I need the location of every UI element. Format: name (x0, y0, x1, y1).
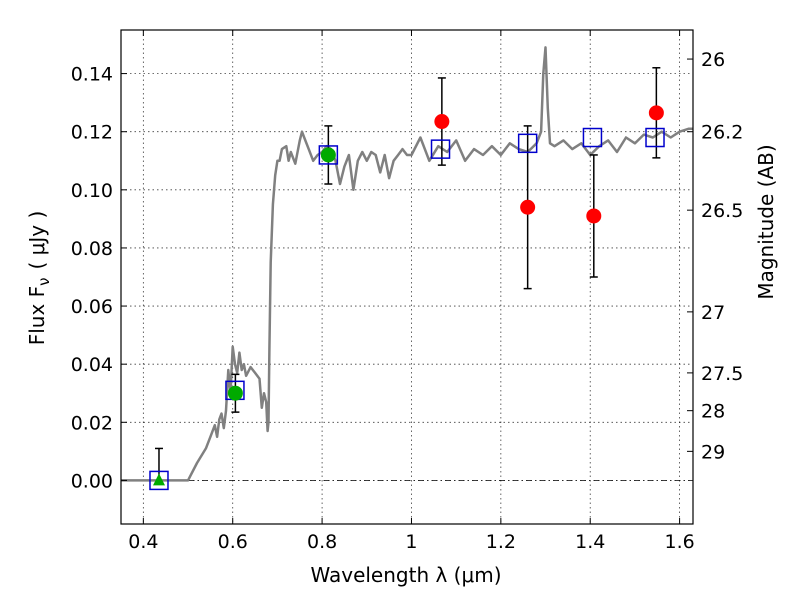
right-tick-label: 28 (701, 401, 725, 423)
y-tick-label: 0.08 (71, 238, 113, 260)
right-tick-label: 29 (701, 441, 725, 463)
x-tick-label: 1 (405, 531, 417, 553)
model-square-marker (582, 127, 603, 148)
data-point-marker (520, 199, 536, 215)
model-square-marker (149, 470, 169, 491)
model-square-marker (517, 133, 538, 154)
y-tick-label: 0.12 (71, 122, 113, 144)
plot-frame (120, 29, 694, 525)
y-tick-label: 0.00 (71, 470, 113, 492)
data-markers (149, 67, 665, 491)
right-tick-label: 26.2 (701, 122, 743, 144)
y-axis-left-title-sub: ν (35, 277, 53, 285)
axis-ticks: 0.4 0.6 0.8 1 1.2 1.4 1.6 0.00 0.02 0.04 0.06 0.08 0… (71, 30, 743, 553)
y-tick-label: 0.10 (71, 180, 113, 202)
data-point-marker (586, 208, 602, 224)
upper-limit-marker (152, 473, 165, 486)
right-tick-label: 26 (701, 49, 725, 71)
model-spectrum-line (121, 46, 693, 482)
y-tick-label: 0.02 (71, 412, 113, 434)
x-tick-label: 1.2 (486, 531, 516, 553)
svg-text:Flux Fν( μJy ): Flux Fν ( μJy ) (25, 211, 53, 346)
y-tick-label: 0.14 (71, 64, 113, 86)
model-square-marker (430, 139, 451, 159)
x-tick-label: 0.6 (218, 531, 248, 553)
model-square-marker (318, 145, 339, 165)
data-point-marker (434, 114, 450, 130)
x-tick-label: 1.4 (575, 531, 605, 553)
model-square-marker (645, 127, 665, 148)
data-point-marker (648, 105, 664, 121)
right-tick-label: 27.5 (701, 363, 743, 385)
x-tick-label: 1.6 (664, 531, 694, 553)
y-axis-left-title-main: Flux F (25, 286, 49, 345)
y-axis-left-title-unit: ( μJy ) (25, 211, 49, 270)
right-tick-label: 27 (701, 302, 725, 324)
data-point-marker (227, 385, 243, 401)
x-tick-label: 0.8 (307, 531, 337, 553)
data-point-marker (320, 147, 336, 163)
y-axis-left-title: Flux Fν ( μJy ) (25, 211, 53, 346)
y-tick-label: 0.04 (71, 354, 113, 376)
x-tick-label: 0.4 (128, 531, 158, 553)
x-axis-title: Wavelength λ (μm) (310, 563, 501, 587)
y-tick-label: 0.06 (71, 296, 113, 318)
right-tick-label: 26.5 (701, 200, 743, 222)
y-axis-right-title: Magnitude (AB) (754, 144, 778, 299)
